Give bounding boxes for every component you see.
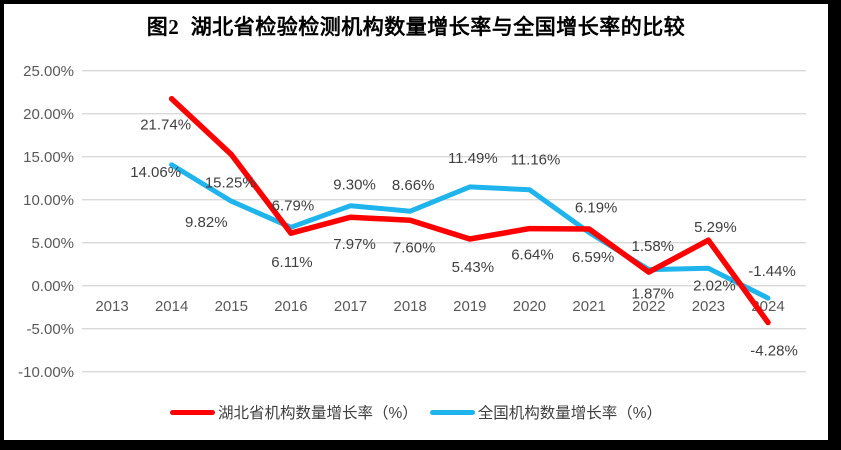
chart-canvas: 图2 湖北省检验检测机构数量增长率与全国增长率的比较 25.00% 20.00% 1… bbox=[4, 4, 828, 440]
data-label-series0-2017: 7.97% bbox=[333, 236, 376, 253]
legend-swatch-blue-line bbox=[429, 409, 475, 415]
x-tick-label-2016: 2016 bbox=[274, 298, 307, 315]
data-label-series1-2017: 9.30% bbox=[333, 177, 376, 194]
line-chart: 25.00% 20.00% 15.00% 10.00% 5.00% 0.00% -5.00%… bbox=[18, 63, 806, 381]
legend-item-hubei: 湖北省机构数量增长率（%） bbox=[169, 401, 418, 423]
x-tick-label-2015: 2015 bbox=[215, 298, 248, 315]
data-label-series1-2018: 8.66% bbox=[392, 177, 435, 194]
data-label-series0-2015: 15.25% bbox=[205, 175, 256, 192]
y-tick-label: -10.00% bbox=[18, 364, 74, 381]
data-label-series1-2014: 14.06% bbox=[130, 164, 181, 181]
x-tick-label-2014: 2014 bbox=[155, 298, 188, 315]
data-label-series0-2019: 5.43% bbox=[452, 259, 495, 276]
data-label-series0-2014: 21.74% bbox=[140, 117, 191, 134]
data-label-series0-2024: -4.28% bbox=[750, 343, 798, 360]
y-tick-label: 15.00% bbox=[23, 149, 74, 166]
x-tick-label-2017: 2017 bbox=[334, 298, 367, 315]
data-label-series1-2021: 6.19% bbox=[575, 199, 618, 216]
x-tick-label-2023: 2023 bbox=[692, 298, 725, 315]
legend-swatch-red-line bbox=[169, 409, 215, 415]
chart-title: 图2 湖北省检验检测机构数量增长率与全国增长率的比较 bbox=[146, 15, 686, 39]
x-tick-label-2021: 2021 bbox=[572, 298, 605, 315]
data-label-series0-2022: 1.58% bbox=[631, 238, 674, 255]
x-tick-label-2020: 2020 bbox=[513, 298, 546, 315]
data-label-series0-2016: 6.11% bbox=[271, 254, 312, 271]
data-label-series0-2018: 7.60% bbox=[393, 239, 436, 256]
data-label-series1-2020: 11.16% bbox=[511, 152, 561, 169]
x-tick-label-2018: 2018 bbox=[394, 298, 427, 315]
chart-legend: 湖北省机构数量增长率（%） 全国机构数量增长率（%） bbox=[4, 401, 828, 423]
x-tick-label-2013: 2013 bbox=[95, 298, 128, 315]
data-label-series1-2015: 9.82% bbox=[185, 214, 228, 231]
x-tick-label-2022: 2022 bbox=[632, 298, 665, 315]
data-label-series1-2023: 2.02% bbox=[693, 277, 736, 294]
y-tick-label: 20.00% bbox=[23, 106, 74, 123]
data-label-series1-2024: -1.44% bbox=[748, 263, 796, 280]
data-label-series1-2016: 6.79% bbox=[272, 197, 315, 214]
data-label-series0-2021: 6.59% bbox=[572, 249, 615, 266]
legend-item-national: 全国机构数量增长率（%） bbox=[429, 401, 663, 423]
legend-label-hubei: 湖北省机构数量增长率（%） bbox=[217, 405, 418, 422]
y-tick-label: 0.00% bbox=[31, 278, 74, 295]
data-label-series0-2020: 6.64% bbox=[511, 247, 554, 264]
data-label-series1-2022: 1.87% bbox=[631, 286, 674, 303]
series-line-0 bbox=[168, 95, 771, 326]
series-line-1 bbox=[169, 162, 771, 301]
data-label-series1-2019: 11.49% bbox=[448, 150, 498, 167]
x-tick-label-2019: 2019 bbox=[453, 298, 486, 315]
legend-label-national: 全国机构数量增长率（%） bbox=[477, 405, 663, 422]
y-tick-label: 25.00% bbox=[23, 63, 74, 80]
data-label-series0-2023: 5.29% bbox=[694, 219, 737, 236]
y-tick-label: -5.00% bbox=[26, 321, 74, 338]
y-tick-label: 5.00% bbox=[31, 235, 74, 252]
y-tick-label: 10.00% bbox=[23, 192, 74, 209]
